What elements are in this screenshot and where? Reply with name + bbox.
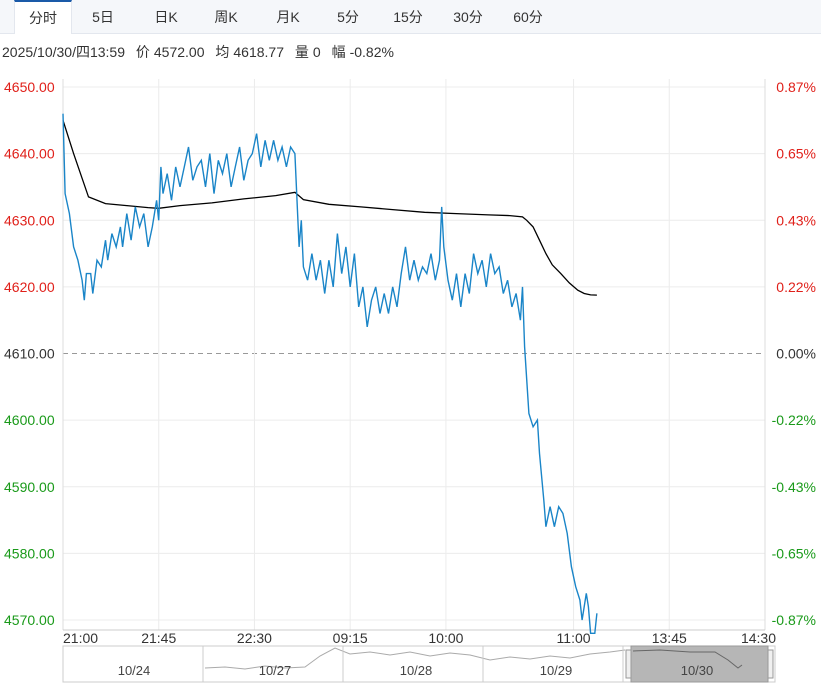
y-tick-label: 4630.00 [4,212,55,228]
navigator-date-label: 10/24 [118,663,151,678]
y-pct-label: 0.65% [776,146,816,162]
navigator-date-label: 10/28 [400,663,433,678]
tab-1[interactable]: 5日 [92,9,114,25]
y-pct-label: 0.87% [776,79,816,95]
tab-6[interactable]: 15分 [393,9,423,25]
info-datetime: 2025/10/30/四13:59 [2,44,125,60]
y-tick-label: 4590.00 [4,479,55,495]
x-tick-label: 13:45 [652,630,687,646]
y-tick-label: 4570.00 [4,612,55,628]
period-tabs: 分时 5日 日K 周K 月K 5分 15分 30分 60分 [0,0,821,34]
x-tick-label: 21:00 [63,630,98,646]
tab-0[interactable]: 分时 [14,0,72,34]
y-pct-label: -0.43% [772,479,816,495]
info-change: -0.82% [349,44,394,60]
x-tick-label: 10:00 [428,630,463,646]
info-avg-label: 均 [215,44,230,60]
tab-3[interactable]: 周K [214,9,238,25]
avg-price-line [62,120,597,296]
y-pct-label: -0.87% [772,612,816,628]
y-tick-label: 4580.00 [4,545,55,561]
y-tick-label: 4600.00 [4,412,55,428]
navigator-selected-line [632,649,743,669]
price-line [62,113,598,634]
y-pct-label: 0.22% [776,279,816,295]
info-volume-label: 量 [294,44,309,60]
date-navigator: 10/24 10/27 10/28 10/29 10/30 [62,645,776,683]
info-avg: 4618.77 [233,44,284,60]
y-tick-label: 4640.00 [4,146,55,162]
navigator-date-label: 10/27 [259,663,292,678]
y-pct-label: 0.00% [776,346,816,362]
navigator-handle-left [625,649,632,679]
y-pct-label: 0.43% [776,212,816,228]
info-change-label: 幅 [331,44,346,60]
navigator-history-line [204,647,626,670]
info-price-label: 价 [135,44,150,60]
tab-2[interactable]: 日K [154,9,178,25]
x-tick-label: 09:15 [333,630,368,646]
info-price: 4572.00 [153,44,205,60]
navigator-handle-right [767,649,774,679]
navigator-date-label: 10/29 [540,663,573,678]
y-tick-label: 4610.00 [4,346,55,362]
tab-5[interactable]: 5分 [337,9,359,25]
tab-7[interactable]: 30分 [453,9,483,25]
y-pct-label: -0.65% [772,545,816,561]
x-tick-label: 22:30 [237,630,272,646]
y-pct-label: -0.22% [772,412,816,428]
x-tick-label: 21:45 [141,630,176,646]
x-tick-label: 14:30 [741,630,776,646]
info-volume: 0 [312,44,321,60]
tab-8[interactable]: 60分 [513,9,543,25]
x-tick-label: 11:00 [557,630,591,646]
y-tick-label: 4650.00 [4,79,55,95]
y-tick-label: 4620.00 [4,279,55,295]
navigator-date-label: 10/30 [681,663,714,678]
tab-4[interactable]: 月K [276,9,300,25]
